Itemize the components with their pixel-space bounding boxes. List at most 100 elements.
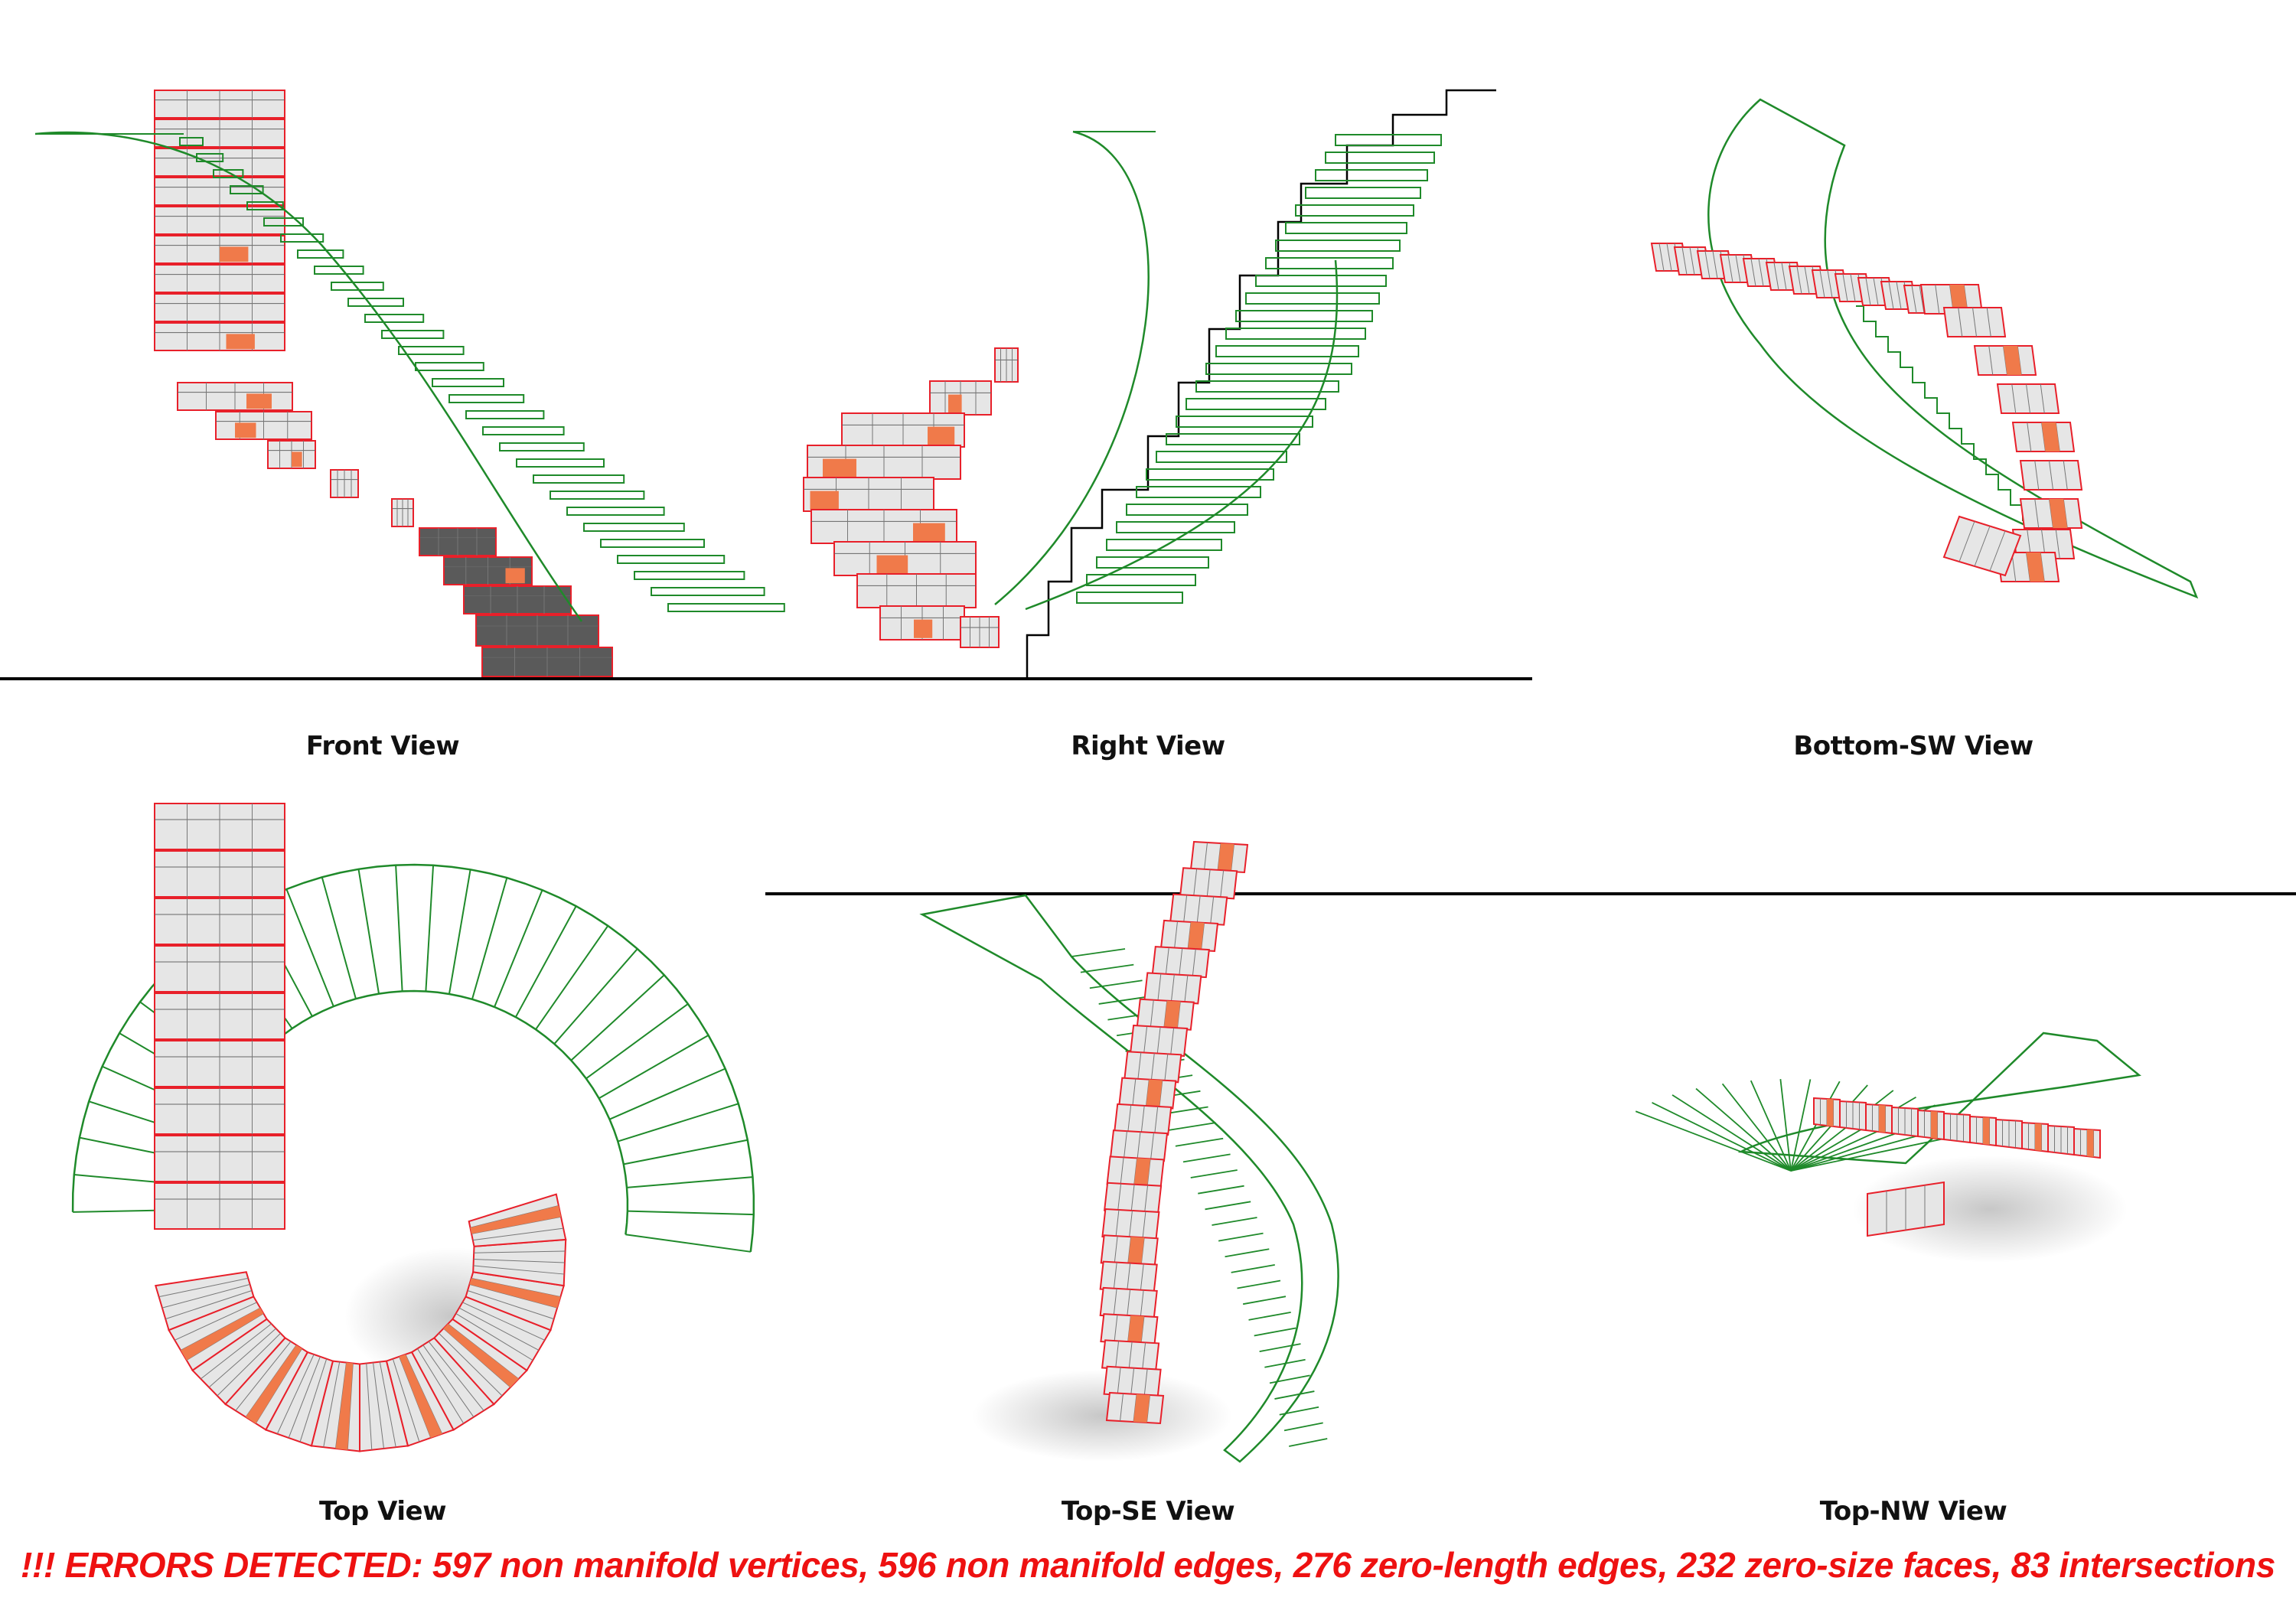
error-patch bbox=[1879, 1105, 1886, 1133]
reference-step bbox=[1096, 556, 1209, 569]
reference-step bbox=[314, 266, 364, 275]
mesh-edge bbox=[1689, 246, 1695, 275]
mesh-step bbox=[1114, 1103, 1172, 1136]
reference-step bbox=[600, 539, 705, 548]
mesh-step bbox=[310, 1360, 360, 1452]
reference-step bbox=[347, 298, 404, 307]
mesh-step bbox=[1973, 345, 2037, 376]
top-nw-view-label: Top-NW View bbox=[1819, 1496, 2007, 1527]
mesh-edge bbox=[1150, 999, 1154, 1028]
reference-ribbon bbox=[919, 894, 1339, 1463]
mesh-step bbox=[2011, 422, 2076, 452]
mesh-step bbox=[267, 440, 316, 469]
error-patch bbox=[1146, 1079, 1163, 1108]
reference-step bbox=[213, 169, 244, 178]
mesh-step bbox=[2019, 498, 2083, 529]
mesh-step bbox=[1105, 1391, 1165, 1425]
error-patch bbox=[810, 491, 839, 510]
mesh-edge bbox=[392, 1358, 420, 1442]
mesh-edge bbox=[473, 1265, 565, 1275]
mesh-step bbox=[960, 616, 1000, 648]
mesh-edge bbox=[1781, 262, 1787, 291]
mesh-step bbox=[154, 1135, 285, 1182]
shadow-top-se-view bbox=[972, 1370, 1232, 1462]
mesh-edge bbox=[2049, 460, 2053, 491]
mesh-step bbox=[1919, 284, 1984, 315]
reference-tread-line bbox=[1652, 1102, 1792, 1172]
error-patch bbox=[1983, 1117, 1990, 1145]
reference-tread-line bbox=[1080, 963, 1134, 973]
mesh-step bbox=[154, 206, 285, 235]
mesh-step bbox=[215, 411, 312, 440]
bottom-sw-view-label: Bottom-SW View bbox=[1793, 731, 2033, 761]
reference-stringer-curve bbox=[1025, 259, 1339, 611]
mesh-step bbox=[810, 509, 957, 544]
mesh-step bbox=[1124, 1051, 1182, 1084]
reference-step bbox=[1136, 486, 1261, 498]
error-patch bbox=[1949, 285, 1968, 314]
reference-step bbox=[179, 137, 204, 146]
mesh-step bbox=[391, 498, 414, 527]
error-patch bbox=[220, 246, 249, 262]
mesh-step bbox=[1813, 1097, 1841, 1129]
mesh-edge bbox=[217, 1332, 281, 1397]
mesh-step bbox=[330, 469, 359, 498]
mesh-edge bbox=[1114, 1315, 1118, 1343]
mesh-edge bbox=[1193, 869, 1198, 897]
mesh-step bbox=[1143, 972, 1202, 1005]
mesh-edge bbox=[1873, 277, 1879, 306]
mesh-edge bbox=[1170, 1027, 1175, 1056]
mesh-step bbox=[833, 541, 977, 576]
reference-step bbox=[1335, 134, 1442, 146]
error-patch bbox=[399, 1354, 442, 1438]
reference-tread-line bbox=[623, 1139, 748, 1165]
mesh-step bbox=[463, 585, 572, 614]
mesh-edge bbox=[1911, 285, 1917, 314]
mesh-edge bbox=[1127, 1104, 1132, 1133]
mesh-step bbox=[154, 993, 285, 1040]
mesh-step bbox=[1118, 1077, 1177, 1110]
error-patch bbox=[1218, 843, 1234, 872]
mesh-step bbox=[177, 382, 293, 411]
error-patch bbox=[914, 619, 933, 638]
mesh-step bbox=[1136, 998, 1195, 1031]
mesh-edge bbox=[417, 1348, 465, 1424]
mesh-edge bbox=[1113, 1288, 1117, 1316]
error-patch bbox=[1127, 1315, 1144, 1345]
mesh-edge bbox=[2034, 460, 2040, 491]
mesh-step bbox=[475, 614, 599, 647]
mesh-edge bbox=[1196, 895, 1201, 924]
mesh-edge bbox=[2034, 498, 2040, 529]
mesh-edge bbox=[455, 1313, 533, 1361]
reference-step bbox=[667, 603, 785, 612]
error-patch bbox=[2003, 346, 2022, 375]
mesh-edge bbox=[1183, 895, 1188, 923]
error-patch bbox=[181, 1308, 264, 1361]
mesh-edge bbox=[439, 1332, 503, 1397]
mesh-step bbox=[803, 477, 934, 512]
reference-tread-line bbox=[494, 889, 543, 1008]
mesh-step bbox=[1943, 1112, 1971, 1144]
reference-step bbox=[1116, 521, 1235, 533]
mesh-edge bbox=[428, 1341, 484, 1411]
reference-step bbox=[1265, 257, 1394, 269]
error-patch bbox=[470, 1205, 561, 1234]
reference-tread-line bbox=[285, 888, 334, 1007]
reference-tread-line bbox=[425, 865, 435, 992]
mesh-edge bbox=[1143, 1368, 1148, 1397]
reference-tread-line bbox=[1190, 1169, 1238, 1178]
mesh-edge bbox=[1712, 250, 1718, 279]
top-nw-view-drawing bbox=[1635, 1032, 2141, 1237]
mesh-step bbox=[155, 1271, 255, 1332]
mesh-step bbox=[154, 945, 285, 993]
mesh-step bbox=[1865, 1103, 1893, 1135]
mesh-step bbox=[1995, 1118, 2023, 1150]
reference-tread-line bbox=[357, 869, 380, 994]
mesh-edge bbox=[1210, 896, 1215, 924]
mesh-edge bbox=[1727, 254, 1733, 283]
mesh-step bbox=[1189, 840, 1249, 874]
mesh-edge bbox=[1117, 1183, 1122, 1211]
reference-step bbox=[499, 442, 585, 451]
reference-step bbox=[263, 217, 304, 227]
